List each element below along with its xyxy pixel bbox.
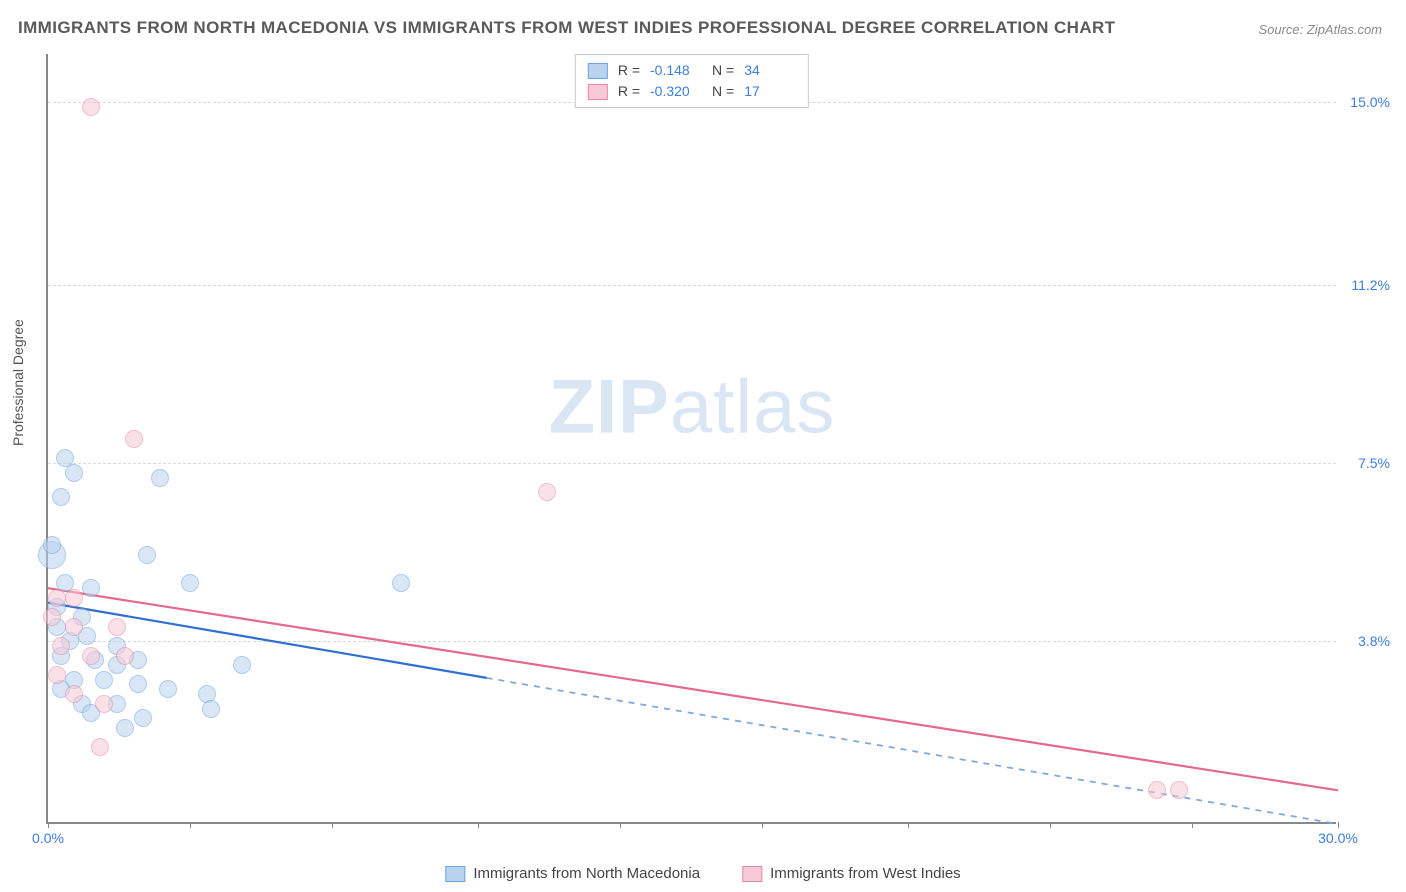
y-tick-label: 7.5% [1358,455,1390,471]
legend-n-value: 17 [744,81,796,102]
legend-r-value: -0.320 [650,81,702,102]
legend-r-label: R = [618,60,640,81]
data-point-west_indies [108,618,126,636]
trend-lines [48,54,1336,822]
legend-row: R = -0.320 N = 17 [588,81,796,102]
legend-series-label: Immigrants from West Indies [770,865,961,882]
data-point-north_macedonia [43,536,61,554]
legend-r-value: -0.148 [650,60,702,81]
data-point-north_macedonia [82,579,100,597]
data-point-west_indies [48,666,66,684]
data-point-west_indies [1170,781,1188,799]
x-tick-mark [1192,822,1193,828]
x-tick-mark [908,822,909,828]
plot-area: 3.8%7.5%11.2%15.0%0.0%30.0%ZIPatlasR =-0… [46,54,1336,824]
legend-swatch [588,84,608,100]
legend-n-value: 34 [744,60,796,81]
data-point-north_macedonia [151,469,169,487]
data-point-north_macedonia [116,719,134,737]
legend-series-north_macedonia: Immigrants from North Macedonia [445,865,700,882]
data-point-west_indies [65,685,83,703]
data-point-west_indies [95,695,113,713]
data-point-north_macedonia [52,488,70,506]
chart-container: IMMIGRANTS FROM NORTH MACEDONIA VS IMMIG… [0,0,1406,892]
legend-bottom: Immigrants from North Macedonia Immigrant… [445,865,960,882]
data-point-north_macedonia [138,546,156,564]
x-tick-mark [48,822,49,828]
y-tick-label: 3.8% [1358,633,1390,649]
data-point-west_indies [82,647,100,665]
x-tick-label: 30.0% [1318,830,1358,846]
legend-r-label: R = [618,81,640,102]
data-point-west_indies [1148,781,1166,799]
data-point-west_indies [125,430,143,448]
data-point-north_macedonia [181,574,199,592]
data-point-north_macedonia [202,700,220,718]
y-tick-label: 11.2% [1351,277,1390,293]
trendline-west_indies [48,588,1338,790]
x-tick-label: 0.0% [32,830,64,846]
x-tick-mark [762,822,763,828]
x-tick-mark [332,822,333,828]
data-point-west_indies [43,608,61,626]
data-point-west_indies [52,637,70,655]
chart-title: IMMIGRANTS FROM NORTH MACEDONIA VS IMMIG… [18,18,1115,38]
data-point-north_macedonia [134,709,152,727]
legend-series-west_indies: Immigrants from West Indies [742,865,961,882]
source-attribution: Source: ZipAtlas.com [1258,22,1382,37]
x-tick-mark [1338,822,1339,828]
data-point-north_macedonia [95,671,113,689]
legend-series-label: Immigrants from North Macedonia [473,865,700,882]
data-point-west_indies [116,647,134,665]
y-axis-label: Professional Degree [10,319,26,446]
data-point-west_indies [65,589,83,607]
legend-n-label: N = [712,60,734,81]
x-tick-mark [620,822,621,828]
legend-swatch [742,866,762,882]
x-tick-mark [1050,822,1051,828]
data-point-west_indies [91,738,109,756]
data-point-west_indies [82,98,100,116]
data-point-west_indies [538,483,556,501]
legend-swatch [445,866,465,882]
legend-swatch [588,63,608,79]
data-point-west_indies [48,589,66,607]
legend-n-label: N = [712,81,734,102]
x-tick-mark [190,822,191,828]
trendline-north_macedonia-extrapolated [487,678,1338,824]
data-point-west_indies [65,618,83,636]
data-point-north_macedonia [159,680,177,698]
data-point-north_macedonia [65,464,83,482]
data-point-north_macedonia [392,574,410,592]
legend-correlation: R = -0.148 N = 34 R = -0.320 N = 17 [575,54,809,108]
y-tick-label: 15.0% [1350,94,1390,110]
legend-row: R = -0.148 N = 34 [588,60,796,81]
data-point-north_macedonia [129,675,147,693]
data-point-north_macedonia [233,656,251,674]
x-tick-mark [478,822,479,828]
